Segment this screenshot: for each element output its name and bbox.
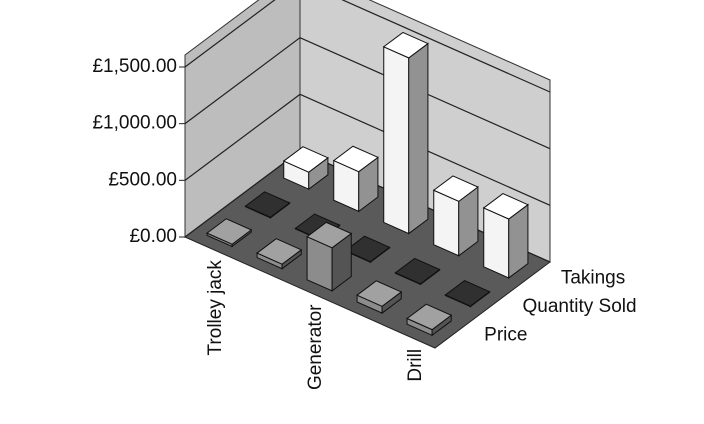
bar-front: [383, 46, 410, 235]
y-tick-label: £500.00: [108, 169, 177, 190]
bar-top: [244, 191, 291, 218]
bar-top: [382, 31, 429, 59]
grid-line: [184, 93, 551, 206]
bar-top: [406, 303, 453, 331]
bar-top: [206, 218, 253, 245]
bar: [206, 218, 253, 248]
bar-front: [483, 207, 510, 279]
series-label: Takings: [561, 267, 625, 288]
bar-top: [482, 193, 529, 220]
series-label: Price: [484, 325, 527, 346]
bar-top: [282, 146, 329, 173]
bar: [344, 235, 391, 264]
y-tick-label: £0.00: [129, 226, 177, 247]
y-tick-label: £1,500.00: [92, 56, 177, 77]
bar-top: [356, 280, 403, 307]
bar: [382, 31, 429, 235]
bar-top: [444, 280, 491, 307]
bar-side: [408, 42, 429, 235]
bar-top: [432, 175, 479, 202]
bar-top: [256, 238, 303, 265]
bar: [432, 175, 479, 257]
x-tick-label: Drill: [405, 349, 426, 382]
series-label: Quantity Sold: [523, 296, 637, 317]
bar: [244, 191, 291, 219]
bar: [282, 146, 329, 191]
bar: [444, 280, 491, 308]
x-tick-label: Trolley jack: [205, 260, 226, 356]
bar: [306, 221, 353, 292]
bar: [482, 193, 529, 279]
bar-top: [394, 257, 441, 285]
y-tick-label: £1,000.00: [92, 113, 177, 134]
x-tick-label: Generator: [305, 304, 326, 390]
bar-top: [344, 235, 391, 263]
bar: [332, 145, 379, 213]
bar-top: [332, 145, 379, 173]
bar: [256, 238, 303, 270]
bar: [356, 280, 403, 315]
grid-line: [184, 0, 551, 93]
bar: [406, 303, 453, 337]
grid-line: [184, 36, 551, 150]
bar: [394, 257, 441, 286]
bar-top: [306, 221, 353, 249]
